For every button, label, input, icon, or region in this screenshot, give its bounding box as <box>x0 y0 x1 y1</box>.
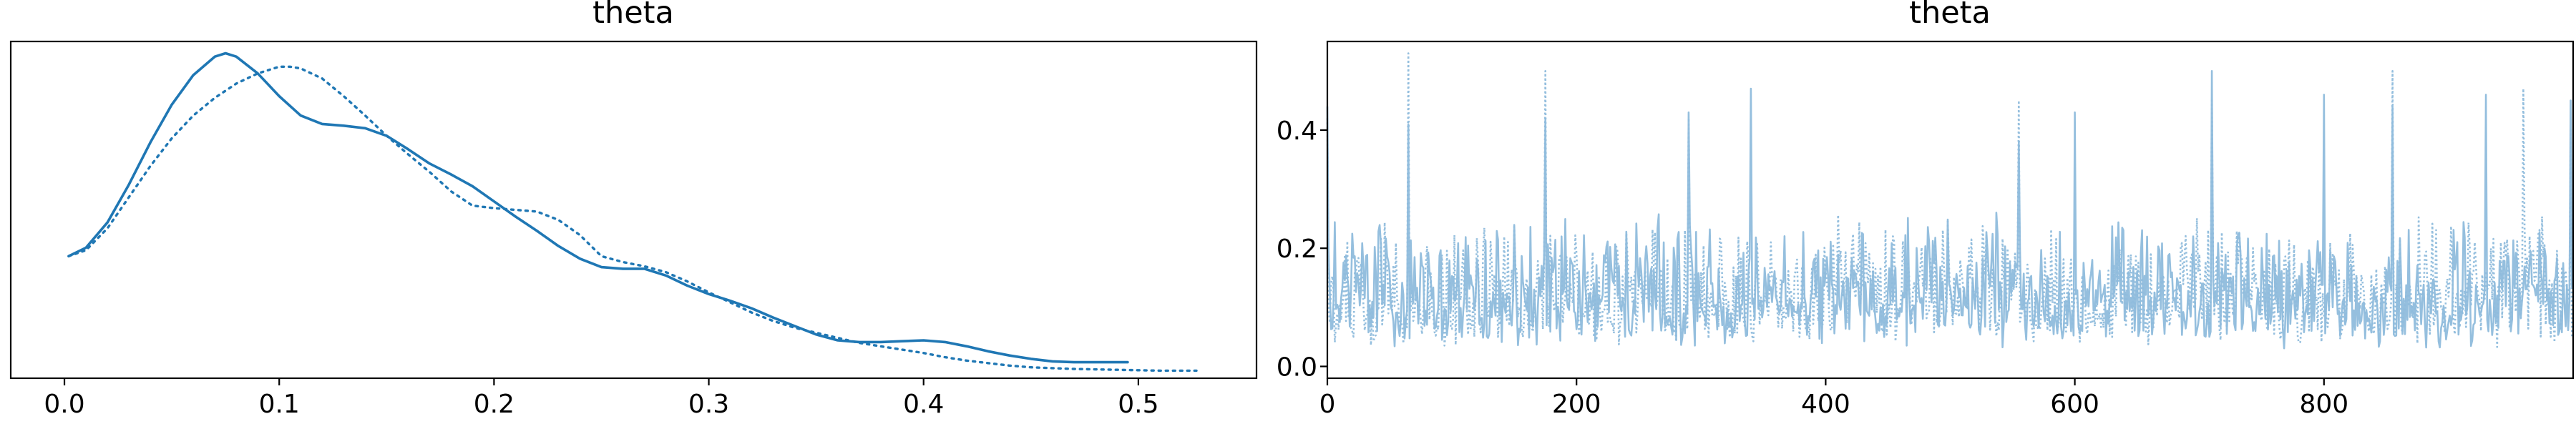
trace-line-dotted <box>1326 52 2573 348</box>
trace-x-tick-label: 0 <box>1319 390 1336 419</box>
trace-x-tick-label: 400 <box>1801 390 1850 419</box>
trace-panel: theta 0 200 400 600 800 0.0 0.2 0.4 <box>1277 0 2575 419</box>
trace-x-tick-label: 800 <box>2299 390 2348 419</box>
density-x-tick-label: 0.5 <box>1118 390 1158 419</box>
trace-y-tick-label: 0.2 <box>1277 235 1317 264</box>
trace-x-tick-label: 600 <box>2050 390 2099 419</box>
density-x-tick-label: 0.2 <box>474 390 514 419</box>
trace-x-tick-label: 200 <box>1552 390 1601 419</box>
density-series-lines <box>67 51 1198 373</box>
trace-y-ticks: 0.0 0.2 0.4 <box>1277 117 1327 382</box>
density-line-dotted <box>67 65 1198 373</box>
trace-line-solid <box>1326 70 2573 350</box>
density-x-tick-label: 0.4 <box>903 390 944 419</box>
density-x-tick-label: 0.3 <box>688 390 729 419</box>
density-x-tick-label: 0.0 <box>44 390 84 419</box>
trace-x-ticks: 0 200 400 600 800 <box>1319 378 2348 419</box>
density-panel-title: theta <box>592 0 674 31</box>
trace-axes-frame <box>1326 40 2575 380</box>
density-x-ticks: 0.0 0.1 0.2 0.3 0.4 0.5 <box>44 378 1159 419</box>
trace-series-lines <box>1326 52 2573 350</box>
density-x-tick-label: 0.1 <box>259 390 300 419</box>
trace-y-tick-label: 0.4 <box>1277 117 1317 146</box>
trace-panel-title: theta <box>1909 0 1991 31</box>
density-axes-frame <box>9 40 1258 380</box>
trace-y-tick-label: 0.0 <box>1277 352 1317 382</box>
density-line-solid <box>67 51 1129 364</box>
density-panel: theta 0.0 0.1 0.2 0.3 0.4 0.5 <box>9 0 1258 419</box>
